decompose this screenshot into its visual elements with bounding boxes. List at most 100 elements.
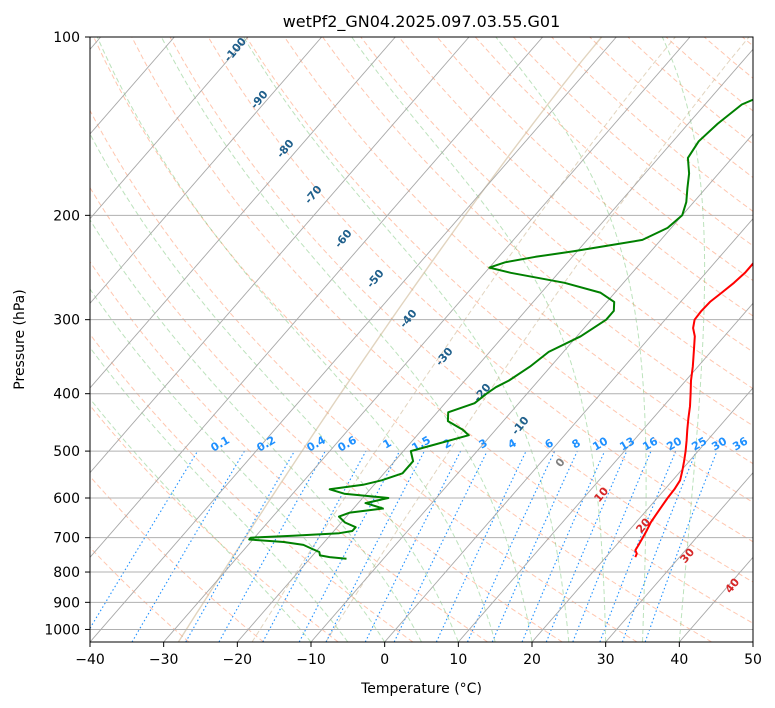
- dry-adiabat-label: -20: [471, 381, 494, 405]
- isotherm-line: [90, 37, 470, 474]
- mixing-ratio-line: [491, 450, 578, 642]
- mixing-ratio-line: [218, 450, 326, 642]
- isotherm-line: [752, 641, 753, 642]
- dry-adiabat-line: [90, 109, 638, 642]
- x-tick-label: −30: [149, 652, 179, 668]
- mixing-ratio-line: [364, 450, 462, 642]
- y-tick-label: 800: [53, 565, 80, 581]
- mixing-ratio-line: [545, 450, 628, 642]
- isotherm-line: [90, 37, 396, 389]
- mixing-ratio-line: [90, 450, 199, 630]
- mixing-ratio-line: [262, 450, 367, 642]
- isotherm-line: [457, 302, 753, 642]
- dry-adiabat-line: [90, 475, 264, 642]
- isotherm-line: [310, 133, 753, 642]
- background-lines: [90, 37, 753, 642]
- dry-adiabat-label: 30: [677, 545, 697, 565]
- contour-labels: 0.1 0.2 0.4 0.6 1 1.5 2 3 4 6 8 10 13 16 20 25 30 36-100-…: [209, 37, 751, 596]
- dry-adiabat-line: [169, 37, 753, 583]
- mixing-ratio-label: 36: [730, 434, 750, 453]
- mixing-ratio-label: 2: [441, 436, 454, 451]
- moist-adiabat-line: [90, 288, 386, 642]
- mixing-ratio-label: 1: [381, 436, 394, 451]
- dewpoint-series-line: [248, 98, 753, 560]
- isotherm-line: [90, 37, 249, 220]
- y-tick-label: 1000: [44, 622, 80, 638]
- x-tick-label: −20: [223, 652, 253, 668]
- y-axis-label: Pressure (hPa): [12, 289, 28, 389]
- chart-title: wetPf2_GN04.2025.097.03.55.G01: [283, 12, 561, 32]
- mixing-ratio-label: 8: [570, 436, 583, 451]
- isotherm-line: [384, 217, 753, 642]
- moist-adiabat-line: [661, 37, 706, 642]
- plot-frame: [89, 36, 754, 643]
- mixing-ratio-line: [521, 450, 606, 642]
- dry-adiabat-label: -90: [248, 88, 271, 112]
- dry-adiabat-line: [742, 37, 753, 47]
- mixing-ratio-line: [572, 450, 652, 642]
- moist-adiabat-line: [90, 218, 422, 642]
- y-tick-label: 100: [53, 30, 80, 46]
- isotherm-line: [163, 37, 691, 642]
- dry-adiabat-line: [90, 333, 414, 642]
- x-tick-label: 40: [670, 652, 688, 668]
- x-tick-label: 20: [523, 652, 541, 668]
- y-tick-label: 900: [53, 595, 80, 611]
- dry-adiabat-label: 40: [722, 575, 742, 595]
- x-tick-label: 0: [380, 652, 389, 668]
- y-tick-label: 500: [53, 444, 80, 460]
- saturation-arc-line: [177, 37, 603, 642]
- dry-adiabat-label: -60: [332, 227, 355, 251]
- isotherm-line: [236, 48, 753, 642]
- y-tick-label: 200: [53, 208, 80, 224]
- dry-adiabat-label: 10: [591, 484, 611, 504]
- y-tick-label: 400: [53, 387, 80, 403]
- mixing-ratio-line: [644, 450, 718, 642]
- mixing-ratio-line: [621, 450, 697, 642]
- moist-adiabat-line: [351, 37, 607, 642]
- mixing-ratio-label: 16: [640, 434, 660, 453]
- x-tick-label: 10: [449, 652, 467, 668]
- grid-lines: [90, 37, 753, 642]
- dry-adiabat-label: -40: [397, 307, 420, 331]
- mixing-ratio-label: 10: [590, 434, 610, 453]
- dry-adiabat-label: -70: [302, 183, 325, 207]
- moist-adiabat-line: [495, 37, 647, 642]
- mixing-ratio-line: [599, 450, 677, 642]
- x-tick-label: 30: [597, 652, 615, 668]
- dry-adiabat-line: [398, 37, 753, 353]
- isotherm-line: [90, 37, 617, 642]
- dry-adiabat-label: -50: [364, 267, 387, 291]
- y-axis-ticks: 100 200 300 400 500 600 700 800 900 1000: [44, 30, 90, 638]
- x-tick-label: 50: [744, 652, 762, 668]
- mixing-ratio-line: [298, 450, 401, 642]
- dry-adiabat-line: [551, 37, 753, 212]
- isotherm-line: [90, 37, 323, 304]
- dry-adiabat-line: [360, 37, 753, 390]
- x-axis-label: Temperature (°C): [360, 681, 482, 697]
- dry-adiabat-line: [513, 37, 753, 247]
- x-tick-label: −40: [75, 652, 105, 668]
- x-tick-label: −10: [296, 652, 326, 668]
- y-tick-label: 600: [53, 491, 80, 507]
- mixing-ratio-label: 13: [617, 435, 637, 454]
- mixing-ratio-line: [393, 450, 488, 642]
- moist-adiabat-line: [243, 37, 570, 642]
- moist-adiabat-line: [90, 132, 459, 642]
- y-tick-label: 700: [53, 531, 80, 547]
- dry-adiabat-line: [90, 404, 339, 642]
- dry-adiabat-line: [131, 37, 753, 624]
- isotherm-line: [90, 37, 544, 559]
- dry-adiabat-line: [245, 37, 753, 503]
- mixing-ratio-label: 4: [506, 436, 519, 451]
- isotherm-line: [605, 471, 753, 642]
- dry-adiabat-line: [703, 37, 753, 79]
- data-series: [248, 98, 753, 560]
- dry-adiabat-line: [93, 37, 712, 642]
- mixing-ratio-label: 20: [664, 434, 684, 453]
- dry-adiabat-line: [90, 260, 488, 642]
- dry-adiabat-line: [90, 186, 563, 642]
- x-axis-ticks: −40 −30 −20 −10 0 10 20 30 40 50: [75, 642, 762, 668]
- isotherm-line: [531, 387, 753, 642]
